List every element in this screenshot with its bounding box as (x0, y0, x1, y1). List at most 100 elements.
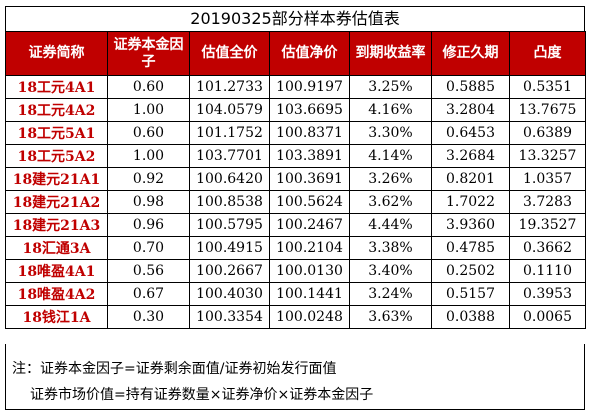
col-header-net-price: 估值净价 (269, 31, 350, 76)
cell-convexity: 19.3527 (509, 213, 586, 237)
col-header-modified-duration: 修正久期 (431, 31, 510, 76)
cell-modified-duration: 1.7022 (431, 190, 510, 214)
table-row: 18钱江1A 0.30 100.3354 100.0248 3.63% 0.0388 0.0… (5, 305, 586, 329)
cell-convexity: 13.3257 (509, 144, 586, 168)
cell-full-price: 100.4030 (189, 282, 270, 306)
footnote-line-2: 证券市场价值=持有证券数量×证券净价×证券本金因子 (30, 387, 374, 403)
cell-name: 18工元5A2 (5, 144, 108, 168)
cell-full-price: 100.3354 (189, 305, 270, 329)
cell-modified-duration: 0.5885 (431, 75, 510, 99)
cell-modified-duration: 0.2502 (431, 259, 510, 283)
cell-principal-factor: 1.00 (107, 98, 190, 122)
cell-name: 18建元21A2 (5, 190, 108, 214)
cell-modified-duration: 3.9360 (431, 213, 510, 237)
cell-ytm: 3.26% (349, 167, 432, 191)
cell-full-price: 100.4915 (189, 236, 270, 260)
cell-principal-factor: 0.30 (107, 305, 190, 329)
col-header-name: 证券简称 (5, 31, 108, 76)
cell-ytm: 3.25% (349, 75, 432, 99)
cell-net-price: 100.2467 (269, 213, 350, 237)
table-row: 18建元21A1 0.92 100.6420 100.3691 3.26% 0.8201 1… (5, 167, 586, 191)
cell-convexity: 1.0357 (509, 167, 586, 191)
cell-full-price: 100.2667 (189, 259, 270, 283)
cell-ytm: 4.44% (349, 213, 432, 237)
valuation-table-panel: 20190325部分样本券估值表 证券简称 证券本金因子 估值全价 估值净价 到… (5, 6, 586, 410)
cell-principal-factor: 0.70 (107, 236, 190, 260)
cell-principal-factor: 0.56 (107, 259, 190, 283)
valuation-table: 证券简称 证券本金因子 估值全价 估值净价 到期收益率 修正久期 凸度 18工元… (5, 31, 586, 329)
table-row: 18唯盈4A2 0.67 100.4030 100.1441 3.24% 0.5157 0.… (5, 282, 586, 306)
cell-modified-duration: 3.2684 (431, 144, 510, 168)
cell-net-price: 100.5624 (269, 190, 350, 214)
cell-ytm: 3.62% (349, 190, 432, 214)
cell-principal-factor: 0.96 (107, 213, 190, 237)
col-header-ytm: 到期收益率 (349, 31, 432, 76)
cell-ytm: 3.24% (349, 282, 432, 306)
table-row: 18建元21A2 0.98 100.8538 100.5624 3.62% 1.7022 3… (5, 190, 586, 214)
col-header-convexity: 凸度 (509, 31, 586, 76)
cell-ytm: 4.16% (349, 98, 432, 122)
cell-principal-factor: 0.60 (107, 75, 190, 99)
table-title: 20190325部分样本券估值表 (5, 6, 585, 32)
cell-convexity: 0.1110 (509, 259, 586, 283)
footnote: 注：证券本金因子=证券剩余面值/证券初始发行面值 证券市场价值=持有证券数量×证… (5, 344, 585, 410)
cell-convexity: 0.3953 (509, 282, 586, 306)
cell-full-price: 100.8538 (189, 190, 270, 214)
col-header-principal-factor: 证券本金因子 (107, 31, 190, 76)
cell-name: 18建元21A1 (5, 167, 108, 191)
cell-principal-factor: 1.00 (107, 144, 190, 168)
cell-ytm: 3.40% (349, 259, 432, 283)
table-row: 18工元4A2 1.00 104.0579 103.6695 4.16% 3.2804 13… (5, 98, 586, 122)
cell-full-price: 100.6420 (189, 167, 270, 191)
table-body: 18工元4A1 0.60 101.2733 100.9197 3.25% 0.5885 0.… (5, 75, 586, 329)
cell-convexity: 0.6389 (509, 121, 586, 145)
cell-net-price: 100.9197 (269, 75, 350, 99)
cell-net-price: 100.8371 (269, 121, 350, 145)
cell-full-price: 103.7701 (189, 144, 270, 168)
cell-net-price: 100.1441 (269, 282, 350, 306)
table-row: 18工元5A1 0.60 101.1752 100.8371 3.30% 0.6453 0.… (5, 121, 586, 145)
table-row: 18工元5A2 1.00 103.7701 103.3891 4.14% 3.2684 13… (5, 144, 586, 168)
footnote-line-1: 注：证券本金因子=证券剩余面值/证券初始发行面值 (12, 361, 337, 377)
table-row: 18工元4A1 0.60 101.2733 100.9197 3.25% 0.5885 0.… (5, 75, 586, 99)
cell-net-price: 100.0248 (269, 305, 350, 329)
cell-name: 18工元5A1 (5, 121, 108, 145)
table-row: 18建元21A3 0.96 100.5795 100.2467 4.44% 3.9360 1… (5, 213, 586, 237)
cell-name: 18汇通3A (5, 236, 108, 260)
cell-name: 18唯盈4A1 (5, 259, 108, 283)
cell-modified-duration: 0.5157 (431, 282, 510, 306)
cell-ytm: 4.14% (349, 144, 432, 168)
cell-ytm: 3.63% (349, 305, 432, 329)
cell-principal-factor: 0.98 (107, 190, 190, 214)
cell-principal-factor: 0.67 (107, 282, 190, 306)
cell-modified-duration: 0.4785 (431, 236, 510, 260)
cell-ytm: 3.38% (349, 236, 432, 260)
cell-net-price: 100.0130 (269, 259, 350, 283)
cell-modified-duration: 3.2804 (431, 98, 510, 122)
cell-convexity: 0.3662 (509, 236, 586, 260)
cell-convexity: 3.7283 (509, 190, 586, 214)
cell-modified-duration: 0.0388 (431, 305, 510, 329)
cell-principal-factor: 0.60 (107, 121, 190, 145)
cell-convexity: 13.7675 (509, 98, 586, 122)
cell-modified-duration: 0.6453 (431, 121, 510, 145)
cell-net-price: 100.3691 (269, 167, 350, 191)
cell-convexity: 0.0065 (509, 305, 586, 329)
cell-full-price: 100.5795 (189, 213, 270, 237)
cell-name: 18工元4A2 (5, 98, 108, 122)
cell-ytm: 3.30% (349, 121, 432, 145)
cell-net-price: 103.3891 (269, 144, 350, 168)
table-header-row: 证券简称 证券本金因子 估值全价 估值净价 到期收益率 修正久期 凸度 (5, 31, 586, 76)
cell-name: 18唯盈4A2 (5, 282, 108, 306)
cell-name: 18建元21A3 (5, 213, 108, 237)
cell-name: 18工元4A1 (5, 75, 108, 99)
cell-net-price: 103.6695 (269, 98, 350, 122)
cell-modified-duration: 0.8201 (431, 167, 510, 191)
cell-principal-factor: 0.92 (107, 167, 190, 191)
cell-net-price: 100.2104 (269, 236, 350, 260)
table-row: 18汇通3A 0.70 100.4915 100.2104 3.38% 0.4785 0.3… (5, 236, 586, 260)
col-header-full-price: 估值全价 (189, 31, 270, 76)
cell-name: 18钱江1A (5, 305, 108, 329)
table-row: 18唯盈4A1 0.56 100.2667 100.0130 3.40% 0.2502 0.… (5, 259, 586, 283)
cell-full-price: 101.2733 (189, 75, 270, 99)
